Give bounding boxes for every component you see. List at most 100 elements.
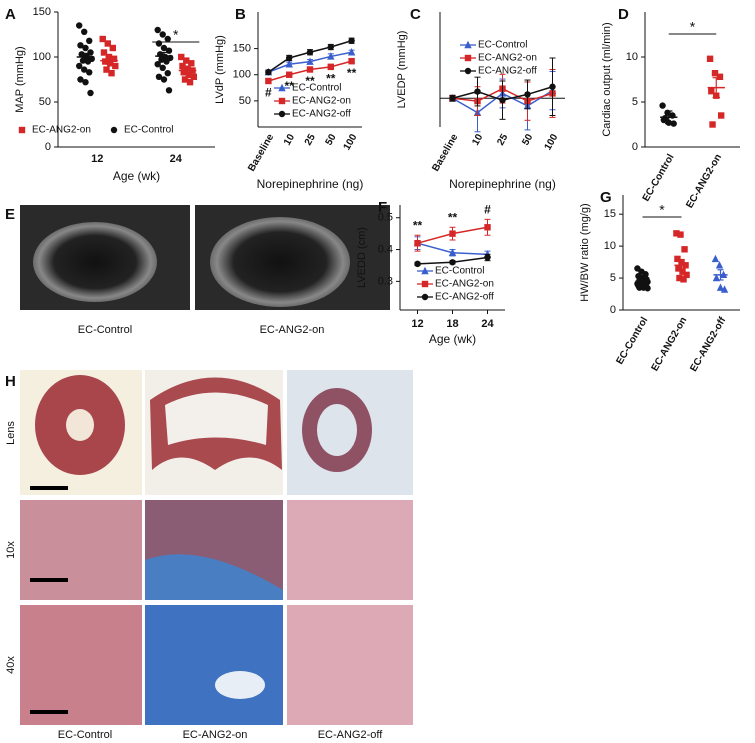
data-point	[81, 28, 88, 35]
image-caption: EC-Control	[78, 324, 132, 336]
y-axis-label: LVEDP (mmHg)	[396, 31, 408, 109]
data-point	[181, 76, 189, 83]
data-point	[673, 230, 680, 237]
data-point	[711, 254, 720, 263]
y-tick-label: 150	[33, 6, 51, 18]
data-point	[449, 259, 456, 266]
data-point	[154, 60, 161, 68]
legend-swatch	[18, 126, 26, 134]
data-point	[681, 246, 688, 253]
x-tick-label: 12	[411, 318, 423, 330]
legend-label: EC-ANG2-on	[478, 53, 537, 64]
x-axis-label: Norepinephrine (ng)	[257, 177, 364, 191]
x-tick-label: 25	[303, 132, 318, 148]
legend-swatch	[464, 67, 472, 75]
data-point	[680, 276, 687, 283]
data-point	[183, 57, 190, 64]
vessel	[215, 671, 265, 699]
significance-label: *	[690, 19, 696, 35]
data-point	[644, 285, 651, 292]
data-point	[675, 265, 682, 272]
data-point	[711, 70, 719, 77]
annotation: **	[413, 218, 423, 232]
data-point	[676, 274, 683, 282]
data-point	[449, 230, 456, 237]
legend-swatch	[421, 266, 429, 275]
data-point	[112, 62, 119, 70]
data-point	[414, 239, 421, 247]
legend-label: EC-ANG2-on	[435, 279, 494, 290]
tissue	[66, 409, 94, 441]
data-point	[327, 52, 335, 60]
legend-label: EC-ANG2-on	[32, 125, 91, 136]
data-point	[286, 54, 293, 62]
y-tick-label: 0.3	[378, 275, 393, 287]
data-point	[78, 51, 85, 58]
data-point	[102, 58, 109, 65]
y-tick-label: 50	[239, 95, 251, 107]
panel-label: C	[410, 6, 421, 23]
data-point	[285, 60, 293, 68]
panel-label: E	[5, 206, 15, 223]
y-tick-label: 0.4	[378, 243, 393, 255]
y-axis-label: MAP (mmHg)	[14, 46, 26, 112]
data-point	[82, 79, 89, 86]
data-point	[77, 42, 84, 49]
x-axis-label: Age (wk)	[113, 169, 160, 183]
x-tick-label: EC-ANG2-on	[650, 315, 690, 373]
x-tick-label: Baseline	[430, 132, 460, 174]
data-point	[306, 66, 314, 73]
legend-swatch	[278, 97, 286, 105]
data-point	[186, 79, 194, 86]
data-point	[661, 115, 669, 122]
row-label: 40x	[5, 656, 17, 674]
data-point	[659, 102, 666, 109]
y-tick-label: 100	[233, 69, 251, 81]
data-point	[103, 66, 110, 73]
legend-label: EC-ANG2-on	[292, 96, 351, 107]
data-point	[683, 271, 690, 279]
y-tick-label: 0	[632, 141, 638, 153]
data-point	[84, 58, 92, 65]
y-axis-label: Cardiac output (ml/min)	[601, 22, 613, 136]
y-axis-label: LVdP (mmHg)	[214, 35, 226, 104]
data-point	[286, 71, 293, 78]
data-point	[82, 44, 89, 52]
data-point	[86, 69, 93, 76]
legend-label: EC-ANG2-off	[292, 109, 351, 120]
data-point	[160, 76, 168, 83]
x-tick-label: Baseline	[246, 132, 276, 174]
x-tick-label: 10	[282, 132, 297, 148]
x-tick-label: EC-ANG2-off	[688, 315, 728, 374]
histology-image	[20, 500, 142, 600]
y-tick-label: 0	[610, 304, 616, 316]
x-tick-label: 50	[520, 132, 535, 148]
data-point	[164, 70, 171, 77]
y-axis-label: LVEDD (cm)	[356, 227, 368, 288]
data-point	[674, 255, 681, 263]
panel-label: G	[600, 189, 612, 206]
data-point	[348, 37, 355, 44]
x-axis-label: Norepinephrine (ng)	[449, 177, 556, 191]
data-point	[414, 260, 421, 268]
x-tick-label: 24	[170, 153, 183, 165]
data-point	[190, 73, 198, 80]
data-point	[347, 48, 356, 56]
tissue	[317, 404, 357, 456]
annotation: **	[285, 79, 295, 93]
annotation: **	[448, 210, 458, 224]
x-tick-label: EC-ANG2-on	[684, 152, 724, 210]
significance-label: *	[659, 202, 665, 218]
annotation: **	[305, 74, 315, 88]
x-tick-label: 50	[324, 132, 339, 148]
data-point	[75, 22, 83, 29]
legend-label: EC-Control	[124, 125, 173, 136]
data-point	[154, 26, 161, 34]
ultrasound-heart	[33, 222, 157, 302]
y-tick-label: 100	[33, 51, 51, 63]
data-point	[549, 83, 556, 90]
x-tick-label: 10	[470, 132, 485, 148]
data-point	[77, 76, 84, 83]
data-point	[155, 73, 163, 81]
data-point	[484, 254, 491, 261]
